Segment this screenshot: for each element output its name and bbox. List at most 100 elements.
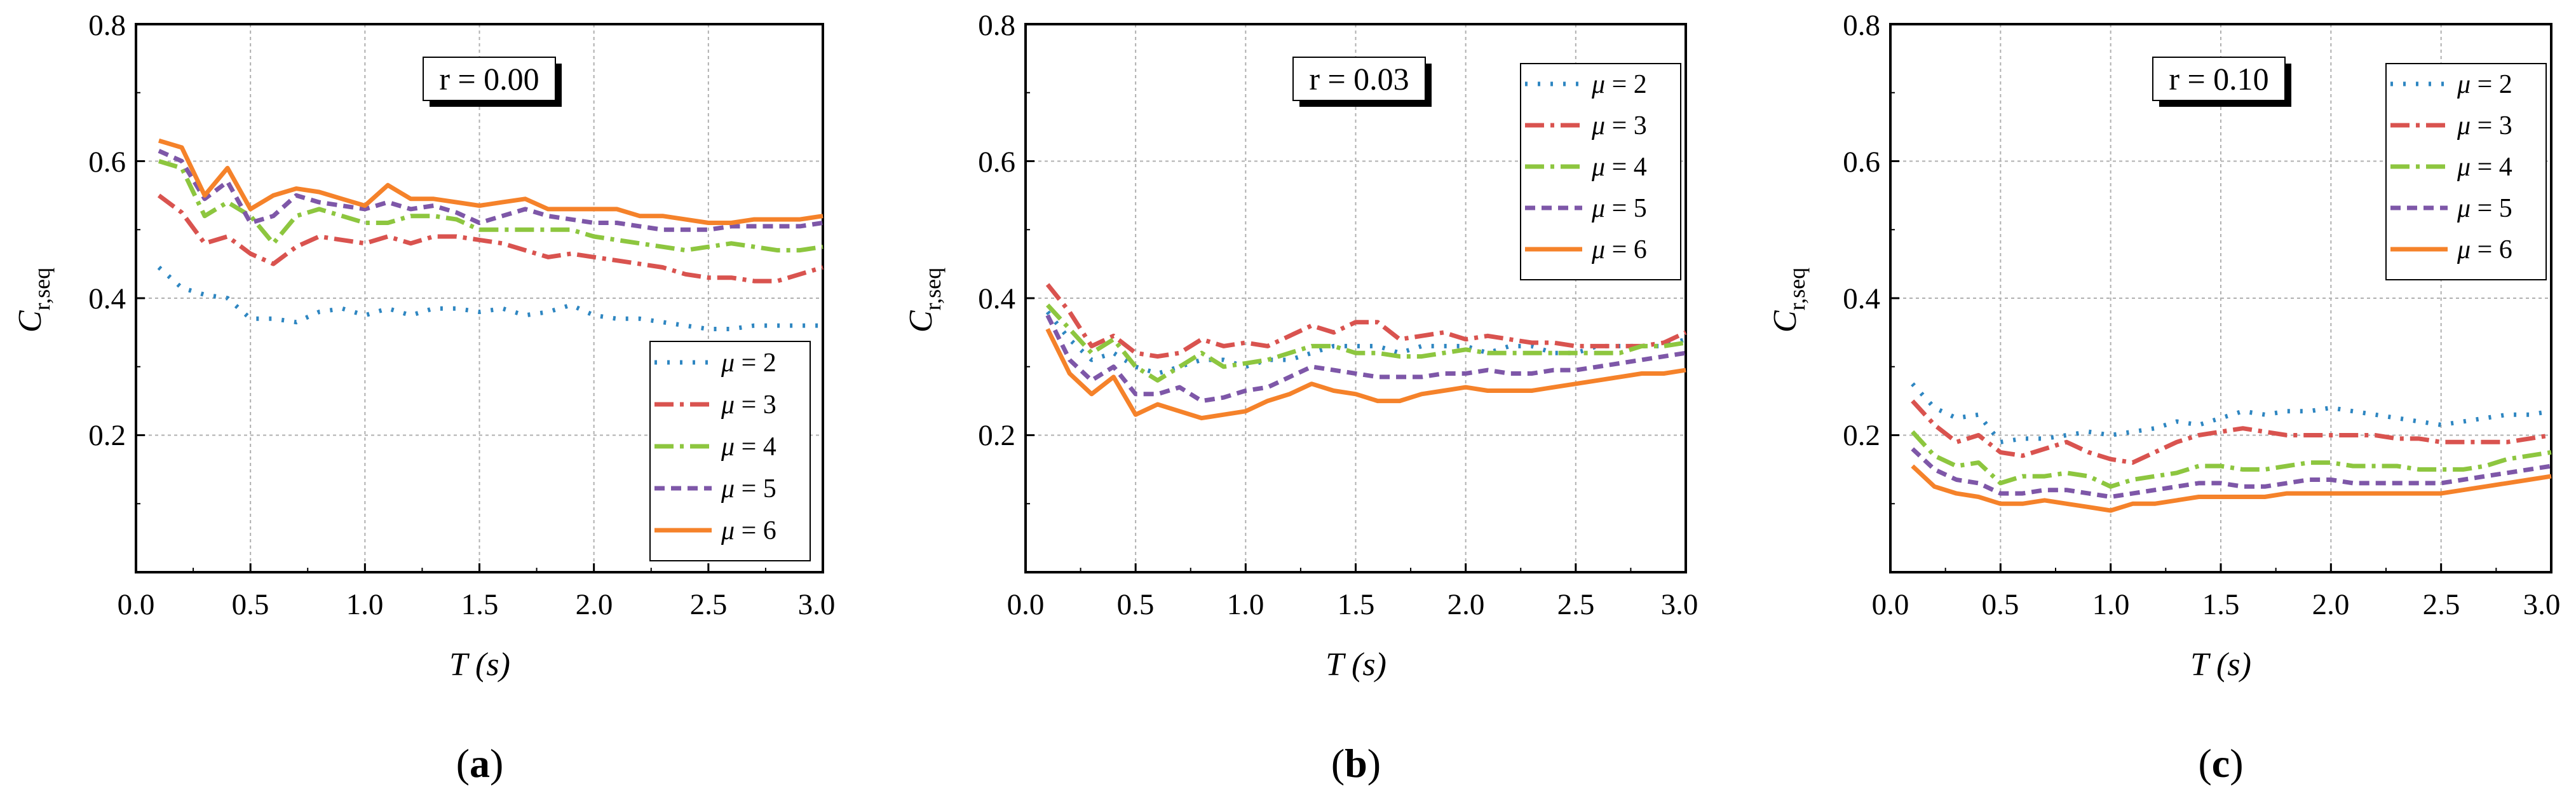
- x-tick-label: 3.0: [2523, 588, 2561, 621]
- annotation-text-c: r = 0.10: [2169, 61, 2268, 97]
- x-tick-label: 1.0: [2092, 588, 2130, 621]
- legend-label: μ = 4: [2457, 153, 2512, 182]
- series-line-mu-2: [157, 265, 823, 331]
- series-line-mu-5: [1911, 447, 2552, 499]
- x-tick-label: 0.0: [1872, 588, 1909, 621]
- legend-label: μ = 6: [2457, 235, 2512, 264]
- x-tick-label: 2.0: [2312, 588, 2350, 621]
- legend-mu: 3: [1634, 111, 1647, 141]
- legend-label: μ = 3: [721, 390, 776, 420]
- series-line-mu-6: [1045, 327, 1686, 421]
- legend-label: μ = 2: [1591, 70, 1647, 99]
- x-tick-labels-c: 0.0 0.5 1.0 1.5 2.0 2.5 3.0: [1872, 588, 2561, 621]
- panel-label-c: (c): [2198, 741, 2243, 786]
- annotation-text-b: r = 0.03: [1309, 61, 1409, 97]
- x-tick-label: 1.5: [2202, 588, 2240, 621]
- x-tick-labels-b: 0.0 0.5 1.0 1.5 2.0 2.5 3.0: [1007, 588, 1698, 621]
- chart-panel-c: 0.0 0.5 1.0 1.5 2.0 2.5 3.0 0.2 0.4 0.6 …: [1767, 9, 2560, 786]
- axis-ticks-c: [1889, 23, 2552, 573]
- legend-label: μ = 4: [1591, 153, 1647, 182]
- x-axis-label-a: T (s): [449, 647, 510, 683]
- legend-b: μ = 2 μ = 3 μ = 4 μ = 5 μ = 6: [1520, 63, 1681, 280]
- x-tick-label: 2.0: [1447, 588, 1485, 621]
- legend-mu: 5: [763, 474, 776, 504]
- series-line-mu-3: [157, 193, 824, 284]
- series-line-mu-2: [1911, 382, 2552, 444]
- axis-ticks-a: [135, 23, 824, 573]
- grid-b: [1026, 24, 1686, 572]
- legend-label: μ = 6: [721, 516, 776, 546]
- legend-mu: 3: [2499, 111, 2512, 141]
- panel-letter-c: c: [2212, 741, 2230, 786]
- annotation-box-a: [423, 57, 556, 101]
- legend-label: μ = 5: [721, 474, 776, 504]
- y-axis-label-c-sub: r,seq: [1784, 268, 1810, 311]
- y-tick-label: 0.8: [88, 9, 126, 42]
- series-line-mu-6: [1911, 464, 2552, 513]
- legend-c: μ = 2 μ = 3 μ = 4 μ = 5 μ = 6: [2385, 63, 2547, 280]
- panel-letter-b: b: [1345, 741, 1367, 786]
- series-group-c: [1911, 382, 2552, 513]
- x-tick-label: 2.5: [1557, 588, 1595, 621]
- y-axis-label-b: Cr,seq: [903, 268, 946, 333]
- legend-mu: 5: [2499, 194, 2512, 223]
- x-tick-label: 3.0: [798, 588, 836, 621]
- x-tick-label: 2.5: [2423, 588, 2460, 621]
- panel-label-b: (b): [1331, 741, 1381, 786]
- legend-mu: 2: [2499, 70, 2512, 99]
- x-tick-label: 0.0: [118, 588, 155, 621]
- legend-label: μ = 6: [1591, 235, 1647, 264]
- x-axis-label-b-text: T (s): [1325, 647, 1386, 683]
- y-tick-labels-c: 0.2 0.4 0.6 0.8: [1843, 9, 1880, 452]
- grid-c: [1890, 24, 2551, 572]
- x-tick-label: 1.0: [346, 588, 384, 621]
- legend-box-a: [649, 341, 811, 561]
- x-tick-label: 2.5: [690, 588, 728, 621]
- legend-a: μ = 2 μ = 3 μ = 4 μ = 5 μ = 6: [649, 341, 811, 561]
- series-group-b: [1045, 283, 1687, 421]
- series-group-a: [157, 138, 824, 331]
- legend-box-c: [2385, 63, 2547, 280]
- y-tick-label: 0.6: [88, 146, 126, 179]
- x-tick-label: 2.0: [576, 588, 613, 621]
- x-axis-label-a-text: T (s): [449, 647, 510, 683]
- y-axis-label-c-main: C: [1767, 310, 1803, 333]
- annotation-c: r = 0.10: [2152, 57, 2291, 107]
- legend-label: μ = 3: [2457, 111, 2512, 141]
- y-axis-label-b-sub: r,seq: [920, 268, 946, 311]
- x-tick-label: 0.0: [1007, 588, 1045, 621]
- x-tick-label: 1.0: [1227, 588, 1264, 621]
- annotation-b: r = 0.03: [1292, 57, 1432, 107]
- y-axis-label-a: Cr,seq: [12, 268, 55, 333]
- legend-label: μ = 5: [1591, 194, 1647, 223]
- x-axis-label-b: T (s): [1325, 647, 1386, 683]
- y-tick-label: 0.8: [1843, 9, 1880, 42]
- legend-mu: 5: [1634, 194, 1647, 223]
- chart-panel-a: 0.0 0.5 1.0 1.5 2.0 2.5 3.0 0.2 0.4 0.6 …: [12, 9, 835, 786]
- x-tick-label: 3.0: [1661, 588, 1698, 621]
- legend-mu: 2: [763, 348, 776, 378]
- y-axis-label-a-main: C: [12, 310, 48, 333]
- series-line-mu-5: [1045, 314, 1686, 404]
- panel-letter-a: a: [470, 741, 490, 786]
- y-tick-label: 0.2: [1843, 419, 1880, 452]
- y-tick-label: 0.8: [978, 9, 1015, 42]
- y-tick-label: 0.4: [978, 282, 1015, 315]
- legend-label: μ = 2: [2457, 70, 2512, 99]
- chart-panel-b: 0.0 0.5 1.0 1.5 2.0 2.5 3.0 0.2 0.4 0.6 …: [903, 9, 1698, 786]
- y-tick-label: 0.2: [88, 419, 126, 452]
- x-axis-label-c: T (s): [2190, 647, 2251, 683]
- series-line-mu-6: [158, 138, 824, 225]
- x-axis-label-c-text: T (s): [2190, 647, 2251, 683]
- legend-mu: 3: [763, 390, 776, 420]
- legend-label: μ = 4: [721, 432, 776, 462]
- y-tick-label: 0.2: [978, 419, 1015, 452]
- y-tick-label: 0.6: [1843, 146, 1880, 179]
- x-tick-label: 1.5: [461, 588, 499, 621]
- y-tick-label: 0.6: [978, 146, 1015, 179]
- legend-mu: 4: [763, 432, 776, 462]
- y-tick-labels-a: 0.2 0.4 0.6 0.8: [88, 9, 126, 452]
- series-line-mu-4: [1911, 430, 2552, 489]
- legend-mu: 4: [1634, 153, 1647, 182]
